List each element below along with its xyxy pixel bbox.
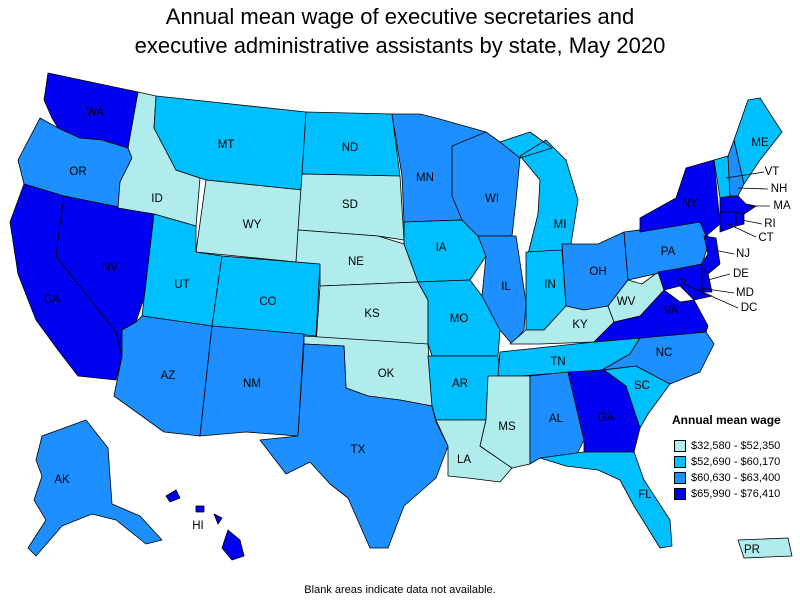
state-label-co: CO xyxy=(259,296,276,308)
legend-swatch xyxy=(674,472,686,484)
state-label-ca: CA xyxy=(44,294,60,306)
state-co[interactable] xyxy=(211,255,321,337)
state-label-ne: NE xyxy=(348,256,364,268)
state-label-me: ME xyxy=(751,137,769,149)
state-label-vt: VT xyxy=(765,166,780,178)
state-label-or: OR xyxy=(69,166,86,178)
state-label-ak: AK xyxy=(54,474,70,486)
state-label-nm: NM xyxy=(243,378,261,390)
legend-swatch xyxy=(674,456,686,468)
state-label-sd: SD xyxy=(342,199,358,211)
state-label-wi: WI xyxy=(485,193,499,205)
state-label-ga: GA xyxy=(598,412,615,424)
state-label-md: MD xyxy=(736,287,754,299)
state-ky[interactable] xyxy=(509,305,615,345)
legend-label: $60,630 - $63,400 xyxy=(691,472,781,484)
state-label-mn: MN xyxy=(416,172,434,184)
legend-label: $32,580 - $52,350 xyxy=(691,440,781,452)
state-fl[interactable] xyxy=(539,451,673,549)
legend-swatch xyxy=(674,488,686,500)
state-label-nc: NC xyxy=(656,347,673,359)
state-wi[interactable] xyxy=(451,131,521,237)
state-label-dc: DC xyxy=(741,302,758,314)
state-label-wv: WV xyxy=(617,296,636,308)
state-dc[interactable] xyxy=(678,278,686,286)
state-label-mi: MI xyxy=(554,219,567,231)
state-ct[interactable] xyxy=(719,211,737,233)
legend-swatch xyxy=(674,440,686,452)
state-label-wa: WA xyxy=(86,107,104,119)
state-label-ky: KY xyxy=(572,319,588,331)
state-label-ar: AR xyxy=(452,378,468,390)
state-label-tx: TX xyxy=(351,444,366,456)
state-labels: WA OR CA NV ID MT WY UT CO AZ NM ND SD NE KS OK TX MN IA MO… xyxy=(44,107,791,556)
title-line-2: executive administrative assistants by s… xyxy=(134,33,666,58)
state-ma[interactable] xyxy=(719,195,757,215)
state-label-in: IN xyxy=(544,279,556,291)
state-label-va: VA xyxy=(664,305,679,317)
state-label-ut: UT xyxy=(174,279,189,291)
legend-label: $65,990 - $76,410 xyxy=(691,488,781,500)
state-label-nd: ND xyxy=(342,142,359,154)
state-label-ok: OK xyxy=(378,368,395,380)
state-label-nv: NV xyxy=(102,262,118,274)
legend-item: $60,630 - $63,400 xyxy=(672,471,781,485)
state-label-az: AZ xyxy=(161,370,176,382)
state-label-ks: KS xyxy=(364,308,380,320)
state-me[interactable] xyxy=(733,97,783,185)
state-label-wy: WY xyxy=(243,219,262,231)
legend-item: $52,690 - $60,170 xyxy=(672,455,781,469)
state-label-ct: CT xyxy=(758,232,773,244)
state-label-ms: MS xyxy=(498,421,516,433)
state-label-mt: MT xyxy=(218,139,235,151)
state-tx[interactable] xyxy=(259,343,449,549)
state-label-sc: SC xyxy=(634,380,650,392)
legend-title: Annual mean wage xyxy=(672,413,781,427)
leader-lines xyxy=(683,171,770,309)
state-label-nj: NJ xyxy=(736,248,750,260)
state-pr[interactable] xyxy=(737,537,793,559)
state-label-mo: MO xyxy=(450,313,469,325)
state-label-al: AL xyxy=(549,413,564,425)
map-title: Annual mean wage of executive secretarie… xyxy=(0,2,800,60)
state-label-il: IL xyxy=(501,281,511,293)
state-label-de: DE xyxy=(733,268,749,280)
state-nh[interactable] xyxy=(727,139,745,197)
legend-item: $32,580 - $52,350 xyxy=(672,439,781,453)
state-ak[interactable] xyxy=(27,419,163,557)
state-sd[interactable] xyxy=(297,173,405,241)
title-line-1: Annual mean wage of executive secretarie… xyxy=(165,4,635,29)
legend-item: $65,990 - $76,410 xyxy=(672,487,781,501)
state-label-nh: NH xyxy=(771,183,788,195)
state-hi[interactable] xyxy=(165,489,245,561)
state-label-fl: FL xyxy=(638,489,652,501)
state-ri[interactable] xyxy=(735,211,745,227)
footnote: Blank areas indicate data not available. xyxy=(304,584,496,596)
state-label-ia: IA xyxy=(436,242,447,254)
state-nc[interactable] xyxy=(601,331,715,385)
state-label-ny: NY xyxy=(682,198,698,210)
state-label-pa: PA xyxy=(661,246,676,258)
legend: Annual mean wage $32,580 - $52,350 $52,69… xyxy=(672,413,781,503)
state-label-hi: HI xyxy=(192,520,204,532)
state-nm[interactable] xyxy=(199,325,305,437)
state-label-la: LA xyxy=(457,454,471,466)
state-label-pr: PR xyxy=(744,544,760,556)
state-label-tn: TN xyxy=(550,356,565,368)
legend-label: $52,690 - $60,170 xyxy=(691,456,781,468)
state-label-ma: MA xyxy=(773,200,791,212)
state-label-id: ID xyxy=(151,193,163,205)
state-ny[interactable] xyxy=(639,159,721,237)
state-label-ri: RI xyxy=(764,218,776,230)
state-label-oh: OH xyxy=(589,266,606,278)
